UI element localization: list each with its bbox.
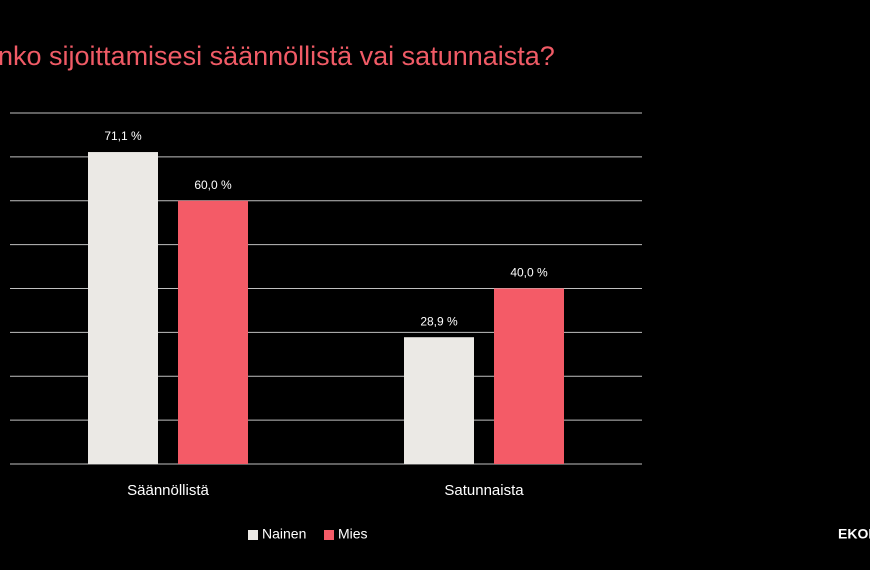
legend-label: Mies xyxy=(338,526,368,542)
bar xyxy=(178,200,248,464)
data-label: 40,0 % xyxy=(510,266,548,280)
data-label: 71,1 % xyxy=(104,129,142,143)
data-label: 28,9 % xyxy=(420,314,458,328)
bar xyxy=(494,288,564,464)
bar xyxy=(404,337,474,464)
legend-swatch xyxy=(248,530,258,540)
legend-swatch xyxy=(324,530,334,540)
x-tick-label: Satunnaista xyxy=(444,482,524,499)
x-tick-label: Säännöllistä xyxy=(127,482,209,499)
legend-label: Nainen xyxy=(262,526,306,542)
data-label: 60,0 % xyxy=(194,178,232,192)
bar xyxy=(88,152,158,464)
brand: EKON xyxy=(838,526,870,542)
chart-title: nko sijoittamisesi säännöllistä vai satu… xyxy=(0,41,555,71)
